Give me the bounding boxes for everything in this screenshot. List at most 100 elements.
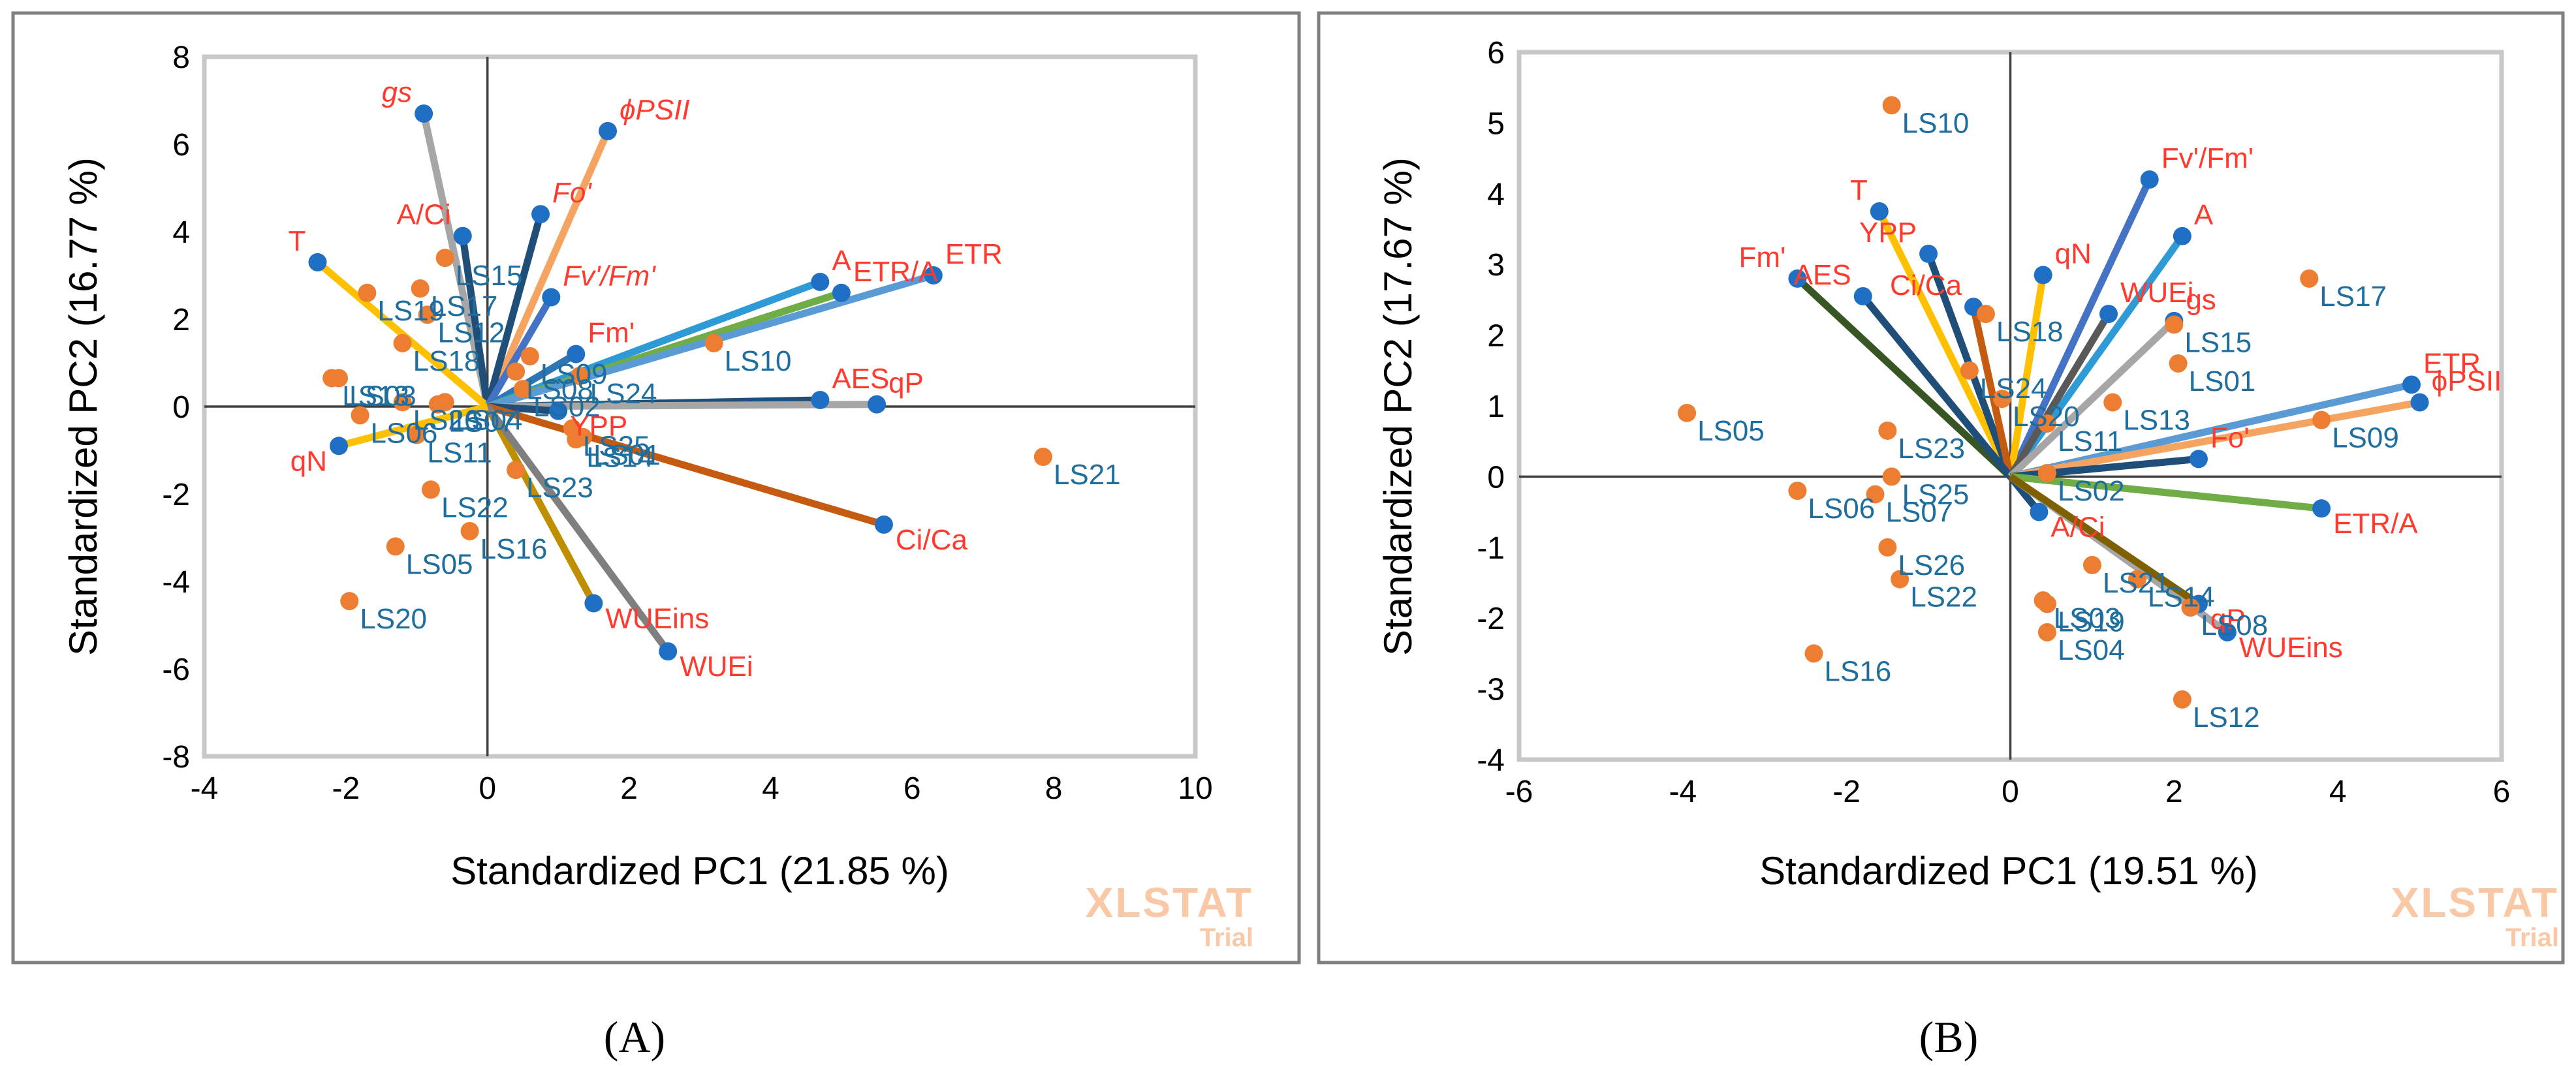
panel-b-observation-label-ls23: LS23 bbox=[1898, 433, 1965, 465]
panel-b-observation-label-ls04: LS04 bbox=[2058, 634, 2125, 666]
panel-a-variable-point-gs bbox=[415, 104, 433, 123]
panel-b-vector-gs bbox=[2007, 318, 2177, 480]
panel-b-vector-fm bbox=[1795, 275, 2013, 480]
panel-a-observation-label-ls08: LS08 bbox=[526, 373, 593, 405]
panel-b-observation-point-ls06 bbox=[1788, 482, 1807, 501]
panel-b-x-tick-label: -6 bbox=[1505, 775, 1533, 809]
panel-a-variable-point-ypp bbox=[549, 401, 568, 420]
panel-b-vector-qp bbox=[2008, 473, 2201, 608]
panel-b-observation-point-ls14 bbox=[2128, 570, 2146, 589]
panel-a-observation-point-ls15 bbox=[435, 249, 454, 268]
panel-a-observation-label-ls15: LS15 bbox=[456, 260, 523, 292]
panel-a-observation-point-ls17 bbox=[411, 279, 430, 298]
panel-b-watermark-trial: Trial bbox=[2505, 923, 2559, 952]
panel-b-x-tick-label: -4 bbox=[1669, 775, 1697, 809]
panel-b-watermark: XLSTAT bbox=[2391, 879, 2559, 926]
panel-a-variable-point-ci-ca bbox=[874, 515, 893, 534]
panel-a-vector-a-ci bbox=[459, 235, 492, 407]
panel-a-x-tick-label: 8 bbox=[1045, 771, 1063, 806]
panel-b-variable-label-wuei: WUEi bbox=[2120, 277, 2193, 309]
panel-b-variable-point-t bbox=[1870, 202, 1889, 221]
panel-b-variable-point-a-ci bbox=[2030, 502, 2049, 521]
panel-a-vector-ci-ca bbox=[486, 403, 885, 529]
panel-b-observation-point-ls16 bbox=[1804, 644, 1823, 663]
panel-a-observation-label-ls11: LS11 bbox=[427, 437, 492, 469]
panel-b-variable-point-fo bbox=[2189, 450, 2208, 469]
panel-b-observation-label-ls20: LS20 bbox=[2013, 401, 2080, 433]
panel-b-observation-label-ls12: LS12 bbox=[2193, 702, 2260, 733]
panel-b-observation-label-ls05: LS05 bbox=[1697, 415, 1765, 447]
panel-a-variable-label-etr: ETR bbox=[945, 238, 1003, 270]
panel-a-variable-label-a-ci: A/Ci bbox=[397, 199, 451, 231]
panel-a-observation-label-ls02: LS02 bbox=[533, 391, 601, 423]
panel-b-variable-label-t: T bbox=[1850, 174, 1868, 206]
panel-a-variable-label-fo: Fo' bbox=[552, 177, 592, 209]
panel-a-observation-point-ls21 bbox=[1033, 448, 1052, 467]
panel-a-observation-point-ls02 bbox=[513, 380, 532, 399]
panel-b-observation-label-ls01: LS01 bbox=[2189, 365, 2256, 397]
panel-b-variable-label-ci-ca: Ci/Ca bbox=[1890, 270, 1962, 301]
panel-b-observation-point-ls13 bbox=[2103, 393, 2122, 412]
panel-b-variable-point-a bbox=[2173, 226, 2191, 245]
panel-a-observation-point-ls20 bbox=[340, 592, 359, 611]
panel-a-variable-label-fv-fm: Fv'/Fm' bbox=[563, 260, 656, 292]
panel-b-observation-point-ls20 bbox=[1992, 390, 2011, 409]
panel-b-vector-a bbox=[2007, 234, 2186, 479]
panel-b-observation-point-ls26 bbox=[1878, 538, 1897, 557]
panel-b-observation-label-ls21: LS21 bbox=[2103, 567, 2170, 599]
panel-b-variable-point-ypp bbox=[1919, 244, 1938, 263]
panel-a-y-tick-label: 8 bbox=[172, 40, 190, 75]
panel-b-vector-t bbox=[1876, 209, 2014, 478]
panel-b-vector-phipsii bbox=[2009, 399, 2421, 480]
panel-a-variable-label-ci-ca: Ci/Ca bbox=[896, 524, 968, 556]
panel-b-variable-label-a: A bbox=[2194, 199, 2214, 231]
panel-b-observation-label-ls15: LS15 bbox=[2184, 326, 2252, 358]
panel-b-observation-label-ls18: LS18 bbox=[1996, 316, 2064, 348]
panel-b-observation-point-ls25 bbox=[1882, 467, 1901, 486]
panel-a-observation-label-ls21: LS21 bbox=[1054, 459, 1121, 491]
panel-a-variable-point-etr bbox=[924, 266, 943, 285]
panel-b-observation-point-ls17 bbox=[2300, 269, 2319, 288]
panel-b-variable-label-fv-fm: Fv'/Fm' bbox=[2161, 142, 2254, 174]
panel-a-variable-point-a bbox=[811, 273, 830, 292]
panel-b-variable-label-etr: ETR bbox=[2423, 347, 2481, 379]
panel-a-variable-point-etr-a bbox=[832, 283, 851, 302]
panel-a-y-tick-label: -8 bbox=[162, 740, 190, 775]
panel-a-y-tick-label: 0 bbox=[172, 390, 190, 425]
panel-a-variable-point-fo bbox=[531, 205, 550, 224]
panel-b-y-tick-label: -1 bbox=[1477, 531, 1505, 566]
panel-a-observation-label-ls26: LS26 bbox=[413, 404, 480, 436]
panel-b-observation-label-ls17: LS17 bbox=[2319, 281, 2387, 313]
panel-a-observation-label-ls14: LS14 bbox=[586, 441, 653, 473]
panel-b-observation-point-ls11 bbox=[2037, 414, 2056, 433]
panel-b-observation-label-ls11: LS11 bbox=[2058, 425, 2123, 457]
panel-b-observation-label-ls03: LS03 bbox=[2054, 602, 2121, 634]
panel-b-variable-label-qn: qN bbox=[2055, 238, 2092, 270]
panel-b-vector-fv-fm bbox=[2007, 177, 2153, 478]
panel-a-variable-point-aes bbox=[811, 390, 830, 409]
panel-a-variable-point-phipsii bbox=[599, 121, 618, 140]
panel-b-observation-label-ls14: LS14 bbox=[2148, 581, 2215, 613]
panel-b-y-tick-label: -4 bbox=[1477, 743, 1505, 778]
panel-a-variable-point-qp bbox=[868, 395, 887, 414]
panel-b-observation-point-ls10 bbox=[1882, 96, 1901, 115]
panel-b-observation-label-ls07: LS07 bbox=[1886, 497, 1953, 529]
panel-a-observation-point-ls22 bbox=[421, 480, 440, 499]
panel-a-watermark: XLSTAT bbox=[1086, 879, 1253, 926]
panel-a-observation-label-ls05: LS05 bbox=[406, 548, 473, 580]
panel-a-observation-point-ls26 bbox=[393, 393, 412, 412]
panel-b-y-tick-label: 4 bbox=[1487, 177, 1505, 212]
panel-b-x-axis-label: Standardized PC1 (19.51 %) bbox=[1759, 849, 2258, 893]
panel-b-y-tick-label: -2 bbox=[1477, 602, 1505, 636]
panel-a-observation-label-ls01: LS01 bbox=[593, 439, 661, 471]
panel-a-x-tick-label: 4 bbox=[762, 771, 779, 806]
panel-a-variable-label-qn: qN bbox=[291, 445, 327, 477]
panel-b-observation-label-ls10: LS10 bbox=[1902, 107, 1970, 139]
panel-a-observation-point-ls06 bbox=[351, 406, 369, 425]
panel-b-y-tick-label: -3 bbox=[1477, 673, 1505, 707]
panel-b-x-tick-label: 6 bbox=[2493, 775, 2511, 809]
panel-a-observation-point-ls08 bbox=[507, 362, 526, 381]
panel-b-observation-point-ls19 bbox=[2037, 594, 2056, 613]
